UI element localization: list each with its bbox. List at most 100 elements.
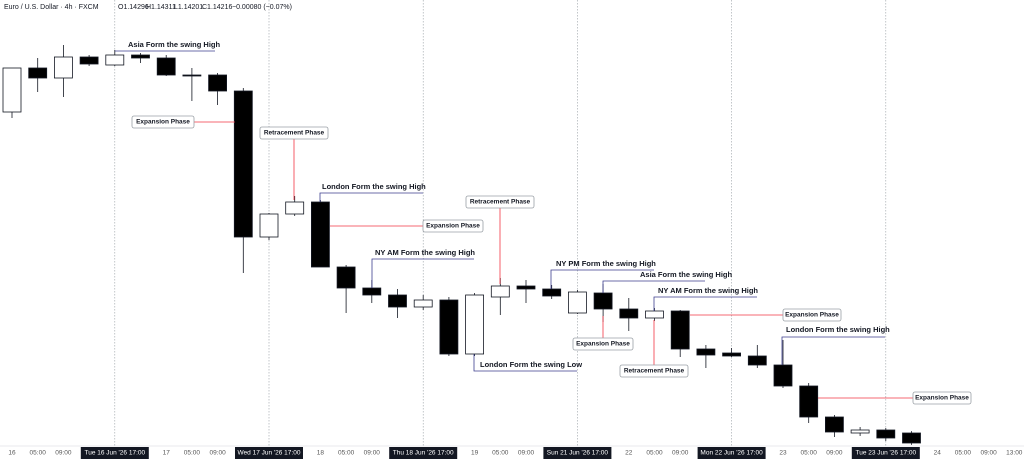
candle-body bbox=[28, 67, 48, 79]
phase-box bbox=[912, 391, 972, 405]
x-tick-highlight bbox=[697, 447, 766, 459]
candle-body bbox=[799, 385, 819, 418]
x-tick-label: Tue 23 Jun '26 17:00 bbox=[855, 450, 916, 457]
x-tick-label: 05:00 bbox=[30, 450, 47, 457]
candle-body bbox=[208, 74, 228, 92]
ohlc-close: C1.14216 bbox=[202, 4, 232, 11]
x-tick-label: 09:00 bbox=[672, 450, 689, 457]
phase-label: Expansion Phase bbox=[915, 395, 969, 402]
candle-body bbox=[593, 292, 613, 310]
x-tick-label: 16 bbox=[8, 450, 16, 457]
header: Euro / U.S. Dollar · 4h · FXCM O1.14296 … bbox=[4, 4, 292, 11]
x-tick-label: 09:00 bbox=[980, 450, 997, 457]
level-line bbox=[653, 296, 757, 311]
candles bbox=[2, 45, 921, 445]
candle-body bbox=[876, 429, 896, 439]
level-line bbox=[781, 336, 885, 365]
level-line bbox=[319, 192, 423, 202]
ohlc-open: O1.14296 bbox=[118, 4, 149, 11]
phase-label: Retracement Phase bbox=[264, 130, 325, 137]
x-tick-label: Wed 17 Jun '26 17:00 bbox=[238, 450, 301, 457]
x-tick-label: 09:00 bbox=[364, 450, 381, 457]
x-tick-label: 05:00 bbox=[801, 450, 818, 457]
phase-box bbox=[131, 115, 195, 129]
level-line bbox=[602, 280, 705, 293]
x-tick-label: 05:00 bbox=[646, 450, 663, 457]
x-tick-label: 22 bbox=[625, 450, 633, 457]
candle-body bbox=[516, 285, 536, 290]
x-tick-highlight bbox=[235, 447, 303, 459]
candle-body bbox=[619, 308, 639, 319]
candle-body bbox=[465, 294, 485, 355]
candle-body bbox=[310, 201, 330, 268]
ohlc-low: L1.14201 bbox=[174, 4, 203, 11]
annotation: NY PM Form the swing High bbox=[556, 259, 656, 268]
x-tick-label: 05:00 bbox=[492, 450, 509, 457]
candle-body bbox=[182, 74, 202, 77]
candle-body bbox=[156, 57, 176, 76]
annotation: London Form the swing High bbox=[322, 182, 426, 191]
annotation: NY AM Form the swing High bbox=[375, 248, 475, 257]
candle-body bbox=[79, 56, 99, 65]
x-tick-label: 24 bbox=[934, 450, 942, 457]
ohlc-change: −0.00080 (−0.07%) bbox=[232, 4, 292, 11]
phase-label: Retracement Phase bbox=[624, 368, 685, 375]
candle-body bbox=[645, 310, 664, 319]
candle-body bbox=[439, 299, 459, 355]
candle-body bbox=[568, 291, 587, 314]
annotation: NY AM Form the swing High bbox=[658, 286, 758, 295]
phase-label: Expansion Phase bbox=[426, 223, 480, 230]
ohlc-high: H1.14311 bbox=[146, 4, 176, 11]
candle-body bbox=[259, 213, 279, 238]
phase-box bbox=[259, 126, 329, 140]
x-tick-label: 23 bbox=[779, 450, 787, 457]
candle-body bbox=[233, 90, 253, 238]
candle-body bbox=[2, 67, 22, 113]
phase-label: Expansion Phase bbox=[136, 119, 190, 126]
annotation: London Form the swing Low bbox=[480, 360, 582, 369]
candle-body bbox=[490, 285, 510, 298]
annotation: Asia Form the swing High bbox=[640, 270, 733, 279]
candle-body bbox=[54, 56, 73, 79]
candle-body bbox=[285, 201, 305, 215]
annotation: London Form the swing High bbox=[786, 325, 890, 334]
phase-box bbox=[465, 195, 535, 209]
candle-body bbox=[542, 288, 562, 297]
x-tick-label: Sun 21 Jun '26 17:00 bbox=[547, 450, 609, 457]
x-tick-highlight bbox=[543, 447, 612, 459]
annotation: Asia Form the swing High bbox=[128, 40, 221, 49]
phase-label: Expansion Phase bbox=[576, 341, 630, 348]
x-tick-label: 13:00 bbox=[1006, 450, 1023, 457]
candle-body bbox=[747, 355, 767, 366]
level-line bbox=[371, 258, 474, 288]
x-tick-label: 09:00 bbox=[518, 450, 535, 457]
x-tick-label: 17 bbox=[163, 450, 171, 457]
candle-body bbox=[413, 299, 433, 308]
candle-body bbox=[722, 352, 741, 357]
level-line bbox=[473, 354, 577, 372]
candle-body bbox=[773, 364, 793, 387]
x-tick-label: 19 bbox=[471, 450, 479, 457]
x-tick-highlight bbox=[851, 447, 920, 459]
candle-body bbox=[825, 416, 844, 433]
candle-body bbox=[105, 54, 125, 66]
x-tick-label: 05:00 bbox=[184, 450, 201, 457]
x-tick-highlight bbox=[80, 447, 149, 459]
chart-title: Euro / U.S. Dollar · 4h · FXCM bbox=[4, 4, 99, 11]
phase-box bbox=[422, 219, 484, 233]
phase-label: Expansion Phase bbox=[785, 312, 839, 319]
x-tick-label: 09:00 bbox=[55, 450, 72, 457]
x-tick-label: 18 bbox=[317, 450, 325, 457]
annotations: Asia Form the swing High London Form the… bbox=[115, 40, 972, 405]
x-tick-label: 05:00 bbox=[338, 450, 355, 457]
x-tick-highlight bbox=[389, 447, 458, 459]
x-tick-label: Thu 18 Jun '26 17:00 bbox=[393, 450, 454, 457]
x-tick-label: 09:00 bbox=[209, 450, 226, 457]
phase-label: Retracement Phase bbox=[470, 199, 531, 206]
candle-body bbox=[902, 432, 921, 444]
x-tick-label: 09:00 bbox=[826, 450, 843, 457]
x-tick-label: Tue 16 Jun '26 17:00 bbox=[84, 450, 145, 457]
candle-body bbox=[850, 429, 870, 434]
phase-box bbox=[572, 337, 634, 351]
